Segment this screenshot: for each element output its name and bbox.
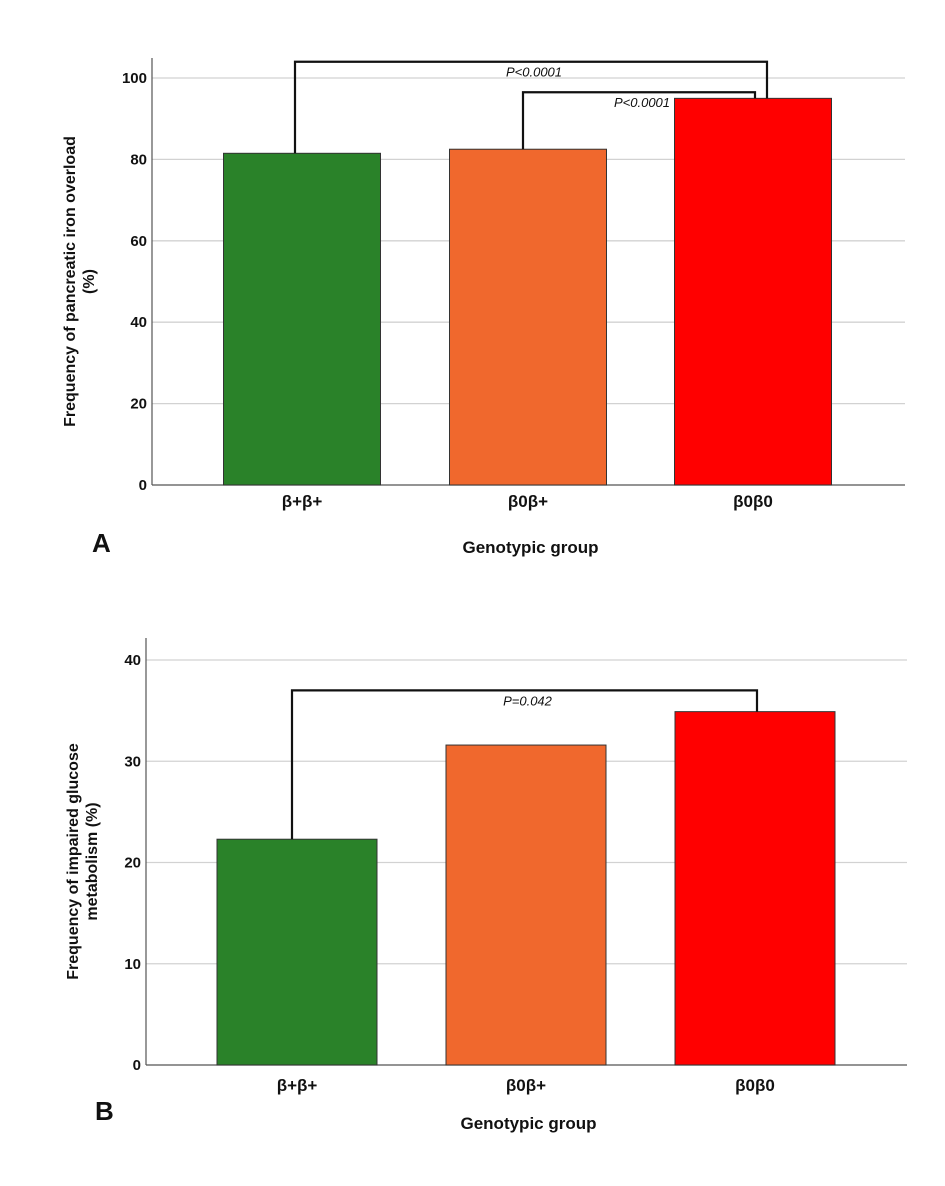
- bar: [223, 152, 381, 486]
- bar: [674, 97, 832, 486]
- y-axis-label-line: (%): [81, 269, 98, 294]
- x-axis-label: Genotypic group: [463, 538, 599, 557]
- category-label: β+β+: [282, 492, 323, 511]
- bar: [445, 744, 607, 1066]
- y-tick-label: 0: [133, 1057, 141, 1074]
- category-label: β0β+: [506, 1076, 546, 1095]
- panel-label: A: [92, 528, 111, 558]
- p-value-label: P=0.042: [503, 693, 553, 708]
- significance-bracket: [290, 689, 759, 840]
- chart-panel-b: 0 10 20 30 40 β+β+ β0β+ β0β0 P=0.042 Frequency of…: [65, 638, 907, 1133]
- y-tick-label: 60: [130, 233, 147, 250]
- y-axis-label: Frequency of impaired glucose metabolism …: [65, 743, 101, 980]
- y-axis-label: Frequency of pancreatic iron overload (%): [62, 136, 98, 427]
- y-tick-label: 40: [124, 652, 141, 669]
- bar: [449, 148, 607, 486]
- category-label: β0β+: [508, 492, 548, 511]
- y-tick-label: 80: [130, 151, 147, 168]
- category-label: β+β+: [277, 1076, 318, 1095]
- y-axis-label-line: Frequency of impaired glucose: [65, 743, 82, 980]
- category-label: β0β0: [733, 492, 773, 511]
- bar: [216, 838, 378, 1066]
- x-axis-label: Genotypic group: [461, 1114, 597, 1133]
- y-axis-label-line: Frequency of pancreatic iron overload: [62, 136, 79, 427]
- p-value-label: P<0.0001: [614, 95, 670, 110]
- bar: [674, 711, 836, 1066]
- chart-panel-a: 0 20 40 60 80 100 β+β+ β0β+ β0β0 P<0.0001 P<0.0001…: [62, 58, 905, 558]
- significance-bracket: [293, 60, 769, 154]
- significance-bracket: [521, 91, 757, 150]
- y-tick-label: 40: [130, 314, 147, 331]
- y-tick-label: 20: [130, 396, 147, 413]
- y-tick-label: 10: [124, 956, 141, 973]
- p-value-label: P<0.0001: [506, 65, 562, 80]
- y-tick-label: 100: [122, 70, 147, 87]
- y-tick-label: 30: [124, 753, 141, 770]
- y-tick-label: 0: [139, 477, 147, 494]
- category-label: β0β0: [735, 1076, 775, 1095]
- panel-label: B: [95, 1096, 114, 1126]
- y-tick-label: 20: [124, 855, 141, 872]
- y-axis-label-line: metabolism (%): [84, 802, 101, 920]
